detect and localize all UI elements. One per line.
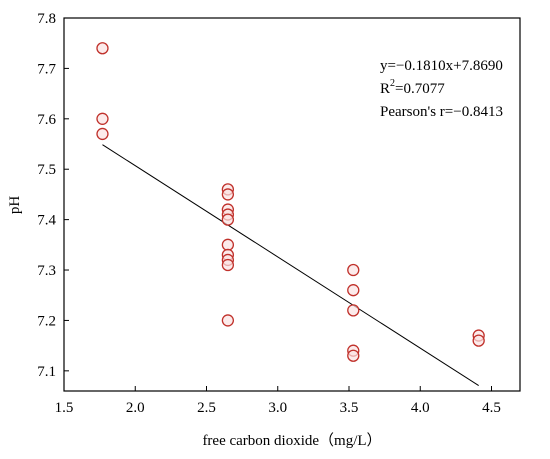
x-tick-label: 3.5 [340,400,359,416]
r-squared-label: R2=0.7077 [380,78,445,97]
data-point [96,42,109,55]
r-squared-symbol: R [380,81,390,97]
data-point [96,127,109,141]
data-point [221,188,235,201]
data-point [221,238,235,251]
y-tick-label: 7.6 [37,112,56,128]
y-tick-label: 7.8 [37,11,56,27]
y-tick-label: 7.4 [37,213,56,229]
data-point [347,284,360,297]
x-tick-label: 2.0 [126,400,145,416]
pearson-r-label: Pearson's r=−0.8413 [380,104,503,120]
y-tick-label: 7.7 [37,61,56,77]
data-point [221,213,235,226]
data-point [221,258,235,272]
regression-equation: y=−0.1810x+7.8690 [380,58,503,74]
data-point [96,112,109,125]
x-tick-label: 3.0 [268,400,287,416]
x-tick-label: 4.0 [411,400,430,416]
x-tick-label: 4.5 [482,400,501,416]
x-axis-ticks: 1.5 2.0 2.5 3.0 3.5 4.0 4.5 [55,386,501,416]
y-tick-label: 7.3 [37,263,56,279]
x-tick-label: 2.5 [197,400,216,416]
y-axis-title: pH [7,196,23,215]
data-point [472,334,485,347]
y-axis-ticks: 7.1 7.2 7.3 7.4 7.5 7.6 7.7 7.8 [37,11,69,380]
data-points [96,42,485,362]
r-squared-superscript: 2 [390,78,395,89]
y-tick-label: 7.2 [37,313,56,329]
data-point [347,263,360,277]
regression-line [102,144,479,386]
data-point [347,304,360,317]
y-tick-label: 7.1 [37,364,56,380]
plot-frame [63,17,521,392]
r-squared-value: =0.7077 [395,81,445,97]
data-point [347,349,360,362]
data-point [221,314,235,327]
y-tick-label: 7.5 [37,162,56,178]
x-tick-label: 1.5 [55,400,74,416]
x-axis-title: free carbon dioxide（mg/L） [202,432,381,449]
